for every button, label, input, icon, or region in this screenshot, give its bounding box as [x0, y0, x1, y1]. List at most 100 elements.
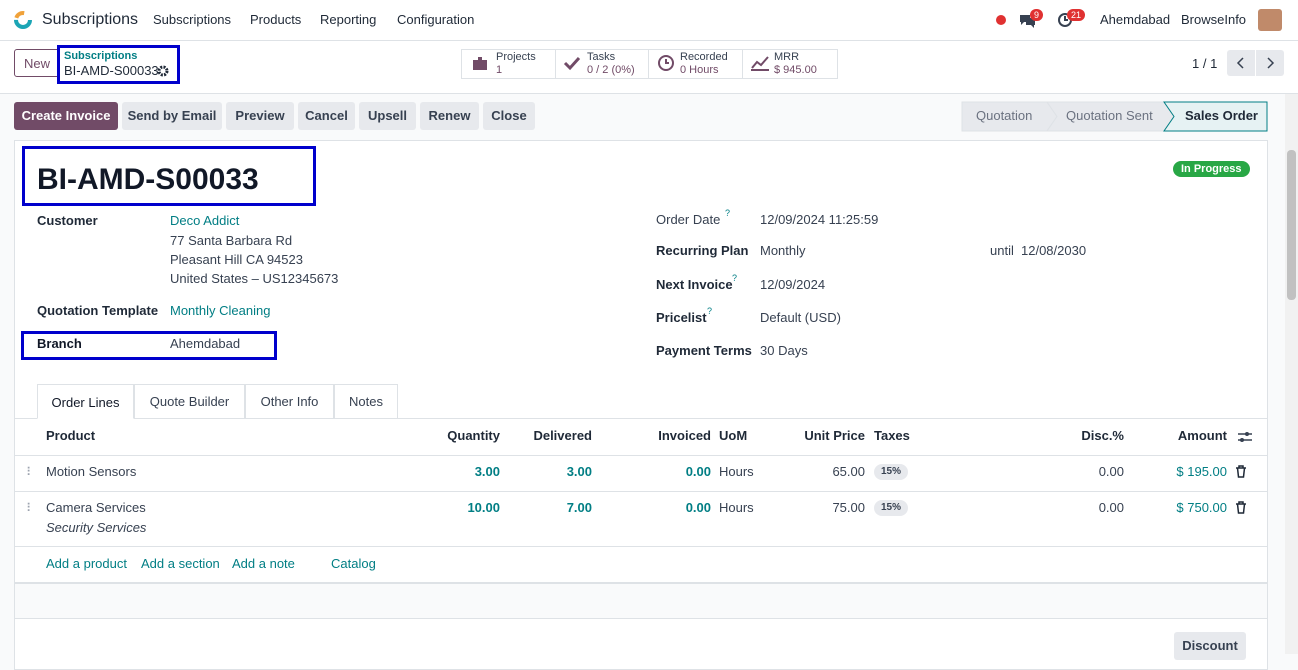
cell[interactable]: 65.00 — [832, 464, 865, 479]
help-mark[interactable]: ? — [732, 273, 738, 283]
status-step[interactable]: Sales Order — [1185, 108, 1258, 123]
cell[interactable]: 0.00 — [1098, 500, 1124, 515]
cell[interactable]: 10.00 — [467, 500, 500, 515]
menu-item[interactable]: Reporting — [320, 12, 377, 27]
smart-button-value[interactable]: $ 945.00 — [774, 64, 817, 76]
cell[interactable]: Camera Services — [46, 500, 146, 515]
smart-button-value[interactable]: 0 / 2 (0%) — [587, 64, 635, 76]
add-line-link[interactable]: Add a section — [141, 556, 220, 571]
timesheet-icon[interactable] — [657, 54, 675, 72]
cell[interactable]: Hours — [719, 500, 754, 515]
discount-button[interactable]: Discount — [1174, 632, 1246, 660]
field-value[interactable]: 12/09/2024 11:25:59 — [760, 212, 879, 227]
breadcrumb[interactable]: Subscriptions — [64, 50, 138, 62]
action-button[interactable]: Send by Email — [122, 102, 222, 130]
action-button[interactable]: Upsell — [359, 102, 416, 130]
column-header[interactable]: Invoiced — [658, 428, 711, 443]
action-button[interactable]: Preview — [226, 102, 294, 130]
field-value[interactable]: 12/09/2024 — [760, 277, 826, 292]
help-mark[interactable]: ? — [707, 306, 713, 316]
tab[interactable]: Order Lines — [37, 384, 134, 419]
drag-handle[interactable]: ⠇ — [26, 465, 35, 479]
smart-button-label[interactable]: Recorded — [680, 51, 728, 63]
field-value[interactable]: Ahemdabad — [170, 336, 241, 351]
status-step[interactable]: Quotation Sent — [1066, 108, 1153, 123]
new-button[interactable]: New — [14, 49, 60, 77]
add-line-link[interactable]: Catalog — [331, 556, 376, 571]
column-header[interactable]: Disc.% — [1081, 428, 1124, 443]
page: Subscriptions Subscriptions Products Rep… — [0, 9, 1298, 670]
pager-previous[interactable] — [1227, 50, 1255, 76]
avatar[interactable] — [1258, 9, 1282, 31]
field-value[interactable]: Monthly — [760, 243, 806, 258]
tab[interactable]: Other Info — [245, 384, 334, 418]
column-header[interactable]: Taxes — [874, 428, 910, 443]
mrr-icon[interactable] — [750, 54, 770, 72]
column-header[interactable]: Product — [46, 428, 96, 443]
add-line-link[interactable]: Add a product — [46, 556, 127, 571]
help-mark[interactable]: ? — [725, 208, 731, 218]
company-switcher[interactable]: Ahemdabad — [1100, 12, 1171, 27]
add-line-link[interactable]: Add a note — [232, 556, 295, 571]
until-date[interactable]: 12/08/2030 — [1021, 243, 1087, 258]
menu-item[interactable]: Products — [250, 12, 302, 27]
smart-button-value[interactable]: 1 — [496, 64, 503, 76]
highlight-box — [57, 45, 180, 84]
scrollbar[interactable] — [1285, 94, 1298, 654]
pager-next[interactable] — [1256, 50, 1284, 76]
menu-item[interactable]: Configuration — [397, 12, 475, 27]
action-button[interactable]: Renew — [420, 102, 479, 130]
cell[interactable]: 0.00 — [1098, 464, 1124, 479]
cell[interactable]: 15% — [874, 500, 909, 516]
pager[interactable]: 1 / 1 — [1192, 56, 1218, 71]
row-border — [15, 546, 1267, 547]
field-label: Payment Terms — [656, 343, 752, 358]
tab[interactable]: Notes — [334, 384, 398, 418]
record-name: BI-AMD-S00033 — [64, 63, 159, 78]
smart-button-value[interactable]: 0 Hours — [680, 64, 719, 76]
address-line: United States – US12345673 — [170, 271, 339, 286]
column-settings[interactable] — [1237, 430, 1253, 444]
smart-button-label[interactable]: Tasks — [587, 51, 616, 63]
gear-icon[interactable] — [157, 65, 169, 77]
menu-item[interactable]: Subscriptions — [153, 12, 232, 27]
app-name[interactable]: Subscriptions — [42, 11, 139, 28]
cell[interactable]: 3.00 — [474, 464, 500, 479]
action-button[interactable]: Close — [483, 102, 535, 130]
action-button[interactable]: Cancel — [298, 102, 355, 130]
cell[interactable]: 7.00 — [566, 500, 592, 515]
delete-icon[interactable] — [1235, 501, 1247, 514]
user-menu[interactable]: BrowseInfo — [1181, 12, 1247, 27]
smart-button-label[interactable]: MRR — [774, 51, 800, 63]
template-link[interactable]: Monthly Cleaning — [170, 303, 271, 318]
cell[interactable]: 15% — [874, 464, 909, 480]
customer-link[interactable]: Deco Addict — [170, 213, 240, 228]
tasks-icon[interactable] — [563, 54, 581, 72]
smart-button-label[interactable]: Projects — [496, 51, 536, 63]
field-value[interactable]: 30 Days — [760, 343, 808, 358]
row-border — [15, 491, 1267, 492]
record-title: BI-AMD-S00033 — [37, 163, 259, 196]
column-header[interactable]: UoM — [719, 428, 748, 443]
table-footer — [15, 583, 1267, 619]
cell[interactable]: Hours — [719, 464, 754, 479]
action-button[interactable]: Create Invoice — [14, 102, 118, 130]
column-header[interactable]: Amount — [1177, 428, 1227, 443]
delete-icon[interactable] — [1235, 465, 1247, 478]
cell[interactable]: 75.00 — [832, 500, 865, 515]
column-header[interactable]: Quantity — [447, 428, 500, 443]
status-step[interactable]: Quotation — [976, 108, 1033, 123]
field-value[interactable]: Default (USD) — [760, 310, 841, 325]
cell[interactable]: 0.00 — [685, 500, 711, 515]
cell[interactable]: 3.00 — [566, 464, 592, 479]
drag-handle[interactable]: ⠇ — [26, 501, 35, 515]
form-sheet — [14, 140, 1268, 670]
cell[interactable]: 0.00 — [685, 464, 711, 479]
tab[interactable]: Quote Builder — [134, 384, 245, 418]
cell[interactable]: Motion Sensors — [46, 464, 137, 479]
cell[interactable]: $ 750.00 — [1176, 500, 1227, 515]
column-header[interactable]: Unit Price — [804, 428, 865, 443]
projects-icon[interactable] — [471, 54, 489, 72]
column-header[interactable]: Delivered — [533, 428, 592, 443]
cell[interactable]: $ 195.00 — [1176, 464, 1227, 479]
